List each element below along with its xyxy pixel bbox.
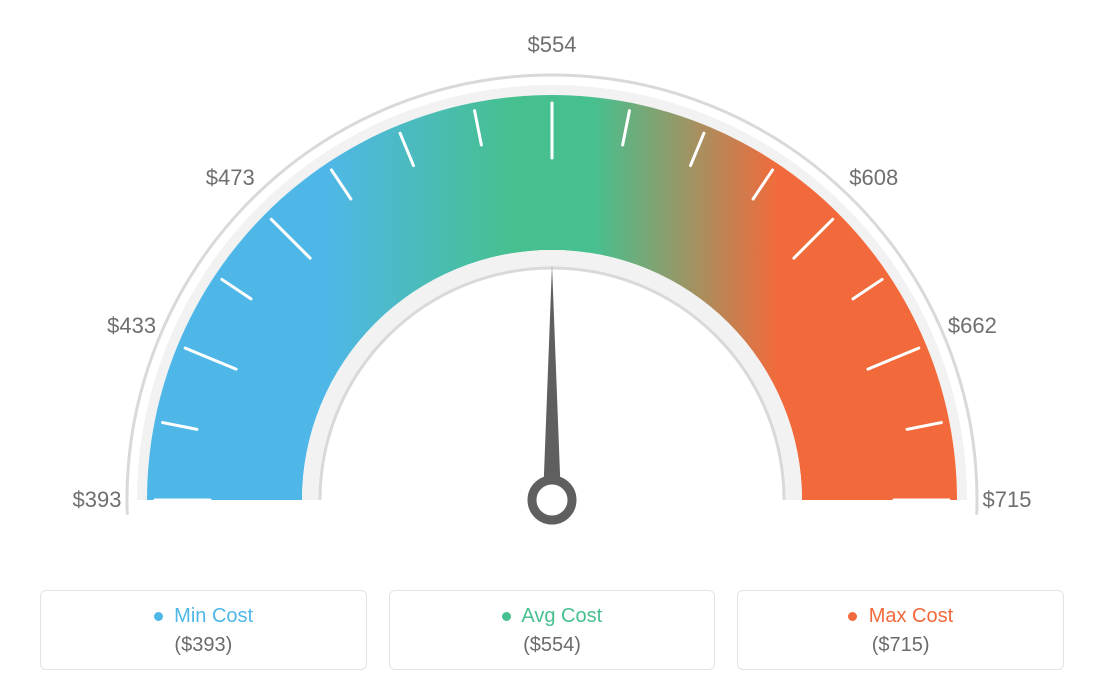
legend-avg-label: Avg Cost	[521, 605, 602, 627]
dot-icon	[502, 612, 511, 621]
legend-max: Max Cost ($715)	[737, 590, 1064, 670]
gauge-tick-label: $715	[983, 487, 1032, 513]
legend-max-label: Max Cost	[869, 605, 953, 627]
legend-max-value: ($715)	[748, 634, 1053, 657]
gauge-tick-label: $393	[73, 487, 122, 513]
legend-min-title: Min Cost	[51, 605, 356, 628]
legend-row: Min Cost ($393) Avg Cost ($554) Max Cost…	[40, 590, 1064, 670]
gauge-tick-label: $554	[528, 32, 577, 58]
cost-gauge-widget: $393 $433 $473 $554 $608 $662 $715 Min Cost ($…	[0, 0, 1104, 690]
legend-avg-title: Avg Cost	[400, 605, 705, 628]
legend-min: Min Cost ($393)	[40, 590, 367, 670]
dot-icon	[848, 612, 857, 621]
gauge-tick-label: $473	[206, 165, 255, 191]
dot-icon	[154, 612, 163, 621]
gauge-tick-label: $433	[107, 313, 156, 339]
gauge-svg	[0, 0, 1104, 560]
legend-min-label: Min Cost	[174, 605, 253, 627]
gauge-tick-label: $608	[849, 165, 898, 191]
legend-min-value: ($393)	[51, 634, 356, 657]
gauge-tick-label: $662	[948, 313, 997, 339]
gauge-area: $393 $433 $473 $554 $608 $662 $715	[0, 0, 1104, 560]
legend-max-title: Max Cost	[748, 605, 1053, 628]
legend-avg-value: ($554)	[400, 634, 705, 657]
legend-avg: Avg Cost ($554)	[389, 590, 716, 670]
